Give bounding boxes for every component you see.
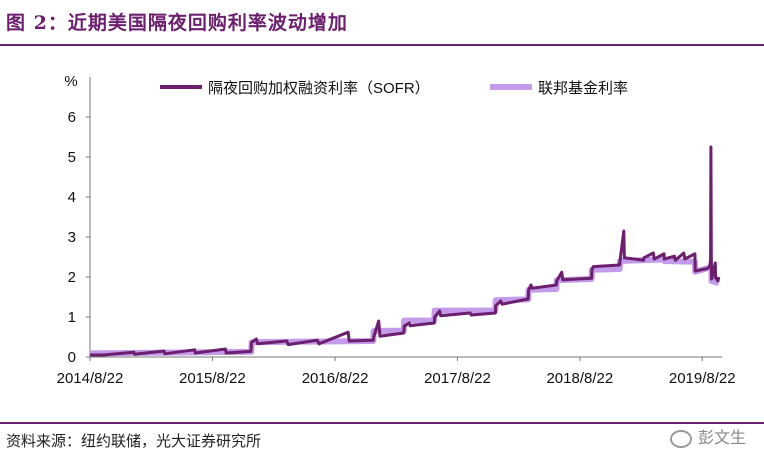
x-tick-label: 2017/8/22 (424, 370, 491, 387)
series-line-sofr (90, 145, 721, 357)
y-unit-label: % (64, 73, 77, 90)
x-tick-label: 2015/8/22 (179, 370, 246, 387)
title-divider (0, 44, 764, 46)
chart-axes: 0 1 2 3 4 5 6 2014/8/22 2015/8/22 2016/8/22 2017/8… (57, 77, 736, 387)
y-tick-label: 4 (68, 189, 76, 206)
source-divider (0, 422, 764, 424)
y-tick-label: 0 (68, 349, 76, 366)
legend-label-sofr: 隔夜回购加权融资利率（SOFR） (208, 80, 430, 97)
x-tick-label: 2016/8/22 (302, 370, 369, 387)
y-tick-label: 5 (68, 149, 76, 166)
watermark-label: 彭文生 (697, 428, 746, 447)
y-tick-label: 6 (68, 109, 76, 126)
x-tick-label: 2018/8/22 (546, 370, 613, 387)
y-tick-label: 2 (68, 269, 76, 286)
x-tick-label: 2014/8/22 (57, 370, 124, 387)
y-tick-label: 1 (68, 309, 76, 326)
wechat-icon (669, 429, 692, 448)
chart-series (89, 145, 721, 357)
legend-label-fedfunds: 联邦基金利率 (538, 80, 628, 97)
watermark: 彭文生 (669, 424, 746, 448)
figure-title: 图 2：近期美国隔夜回购利率波动增加 (6, 12, 348, 34)
chart-legend: 隔夜回购加权融资利率（SOFR） 联邦基金利率 (160, 80, 628, 97)
x-tick-label: 2019/8/22 (669, 370, 736, 387)
series-line-fedfunds (89, 256, 720, 357)
y-tick-label: 3 (68, 229, 76, 246)
source-note: 资料来源：纽约联储，光大证券研究所 (6, 432, 262, 450)
